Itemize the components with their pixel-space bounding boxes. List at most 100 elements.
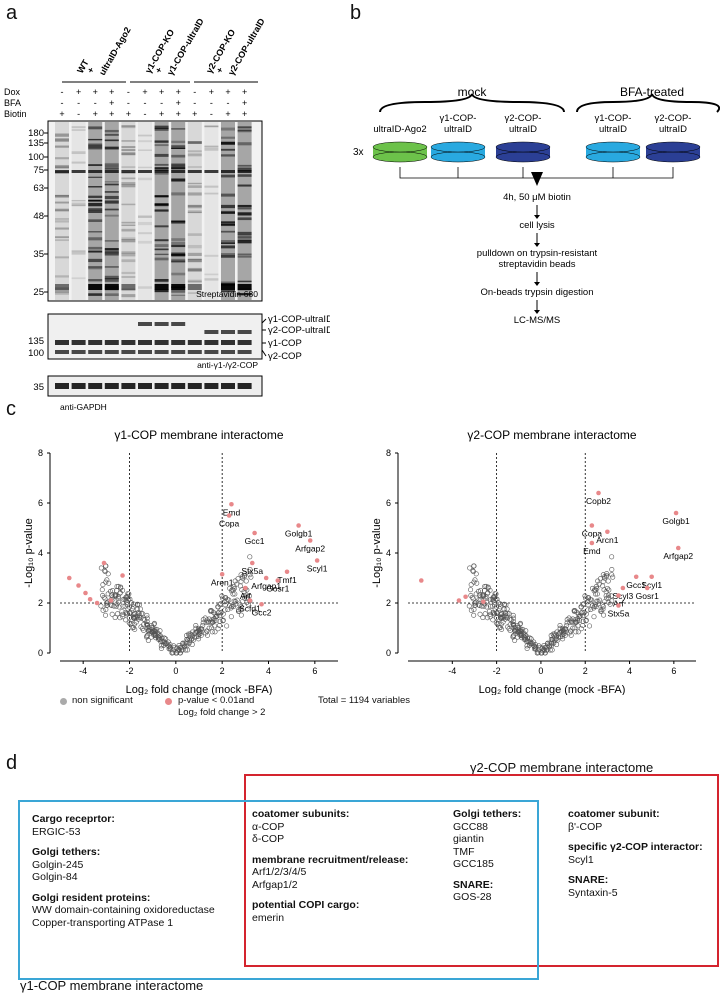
treatment-sign: - [61, 87, 64, 97]
point-nonsig [144, 615, 150, 621]
x-tick-label: 6 [312, 666, 317, 676]
point-nonsig [106, 580, 112, 586]
point-label: Stx5a [608, 609, 630, 619]
svg-text:+: + [85, 65, 96, 75]
point-nonsig [126, 620, 132, 626]
point-nonsig [580, 618, 586, 624]
disk-label: ultraID [659, 124, 687, 135]
point-nonsig [102, 596, 108, 602]
group-label-ago2: ultraID-Ago2 [97, 25, 133, 77]
treatment-sign: + [176, 109, 181, 119]
point-sig-labeled [247, 598, 253, 603]
point-nonsig [493, 620, 499, 626]
point-nonsig [244, 592, 250, 598]
treatment-sign: - [193, 98, 196, 108]
x-tick-label: -2 [125, 666, 133, 676]
point-nonsig [604, 585, 610, 591]
mw-marker: 63 [33, 183, 44, 194]
point-sig [94, 600, 100, 606]
disk-label: ultraID [599, 124, 627, 135]
point-nonsig [499, 626, 505, 632]
y-tick-label: 0 [38, 648, 43, 658]
treat-label-biotin: Biotin [4, 109, 27, 119]
point-nonsig [103, 606, 109, 612]
treatment-sign: + [109, 87, 114, 97]
band-label-g1: γ1-COP [268, 338, 302, 349]
point-nonsig [487, 614, 493, 620]
point-nonsig [105, 571, 111, 577]
treatment-sign: - [210, 98, 213, 108]
point-nonsig [102, 569, 108, 575]
point-nonsig [134, 606, 140, 612]
venn-heading: coatomer subunit: [568, 808, 660, 820]
volcano-plot-g1: γ1-COP membrane interactome 0 2 4 6 8 -4 -2 0 2 4 6… [23, 428, 338, 695]
point-nonsig [596, 581, 602, 587]
point-nonsig [193, 625, 199, 631]
point-nonsig [485, 590, 491, 596]
point-nonsig [103, 579, 109, 585]
point-nonsig [468, 587, 474, 593]
disk-label: γ1-COP- [440, 113, 477, 124]
point-nonsig [186, 640, 192, 646]
point-nonsig [165, 639, 171, 645]
point-nonsig [583, 617, 589, 623]
workflow-diagram: mock BFA-treated 3x ultraID-Ago2 γ1-COP-u… [353, 85, 720, 326]
replicates-label: 3x [353, 147, 364, 158]
point-label: Gosr1 [636, 591, 659, 601]
point-nonsig [476, 602, 482, 608]
venn-item: emerin [252, 911, 285, 924]
point-nonsig [527, 639, 533, 645]
point-nonsig [503, 602, 509, 608]
point-nonsig [181, 643, 187, 649]
point-nonsig [472, 600, 478, 606]
point-nonsig [104, 577, 110, 583]
point-nonsig [524, 643, 530, 649]
venn-item: Golgin-245 [32, 858, 84, 871]
point-nonsig [525, 635, 531, 641]
point-label: Scyl1 [307, 564, 328, 574]
point-nonsig [597, 576, 603, 582]
point-nonsig [580, 613, 586, 619]
y-tick-label: 4 [386, 548, 391, 558]
blot2-caption: anti-γ1-/γ2-COP [197, 360, 258, 370]
venn-item: Arfgap1/2 [252, 878, 298, 891]
venn-item: α-COP [252, 820, 285, 833]
point-nonsig [227, 603, 233, 609]
point-nonsig [132, 626, 138, 632]
point-nonsig [105, 591, 111, 597]
point-nonsig [219, 593, 225, 599]
point-sig [87, 596, 93, 602]
point-nonsig [490, 617, 496, 623]
point-sig-labeled [589, 523, 595, 528]
point-sig-labeled [307, 538, 313, 543]
point-nonsig [587, 597, 593, 603]
disk-label: ultraID-Ago2 [373, 124, 426, 135]
x-tick-label: 4 [266, 666, 271, 676]
point-sig-labeled [249, 560, 255, 566]
svg-text:+: + [214, 65, 225, 75]
point-nonsig [472, 577, 478, 583]
point-nonsig [600, 606, 606, 612]
point-nonsig [510, 621, 516, 627]
disk-label: γ1-COP- [595, 113, 632, 124]
point-nonsig [98, 603, 104, 609]
treatment-sign: - [144, 98, 147, 108]
point-nonsig [511, 621, 517, 627]
point-sig-labeled [616, 603, 621, 608]
point-nonsig [204, 632, 210, 638]
treatment-sign: + [225, 87, 230, 97]
point-nonsig [555, 637, 561, 643]
venn-heading: Cargo receprtor: [32, 813, 115, 825]
point-nonsig [571, 609, 577, 615]
point-nonsig [501, 606, 507, 612]
treatment-sign: + [109, 98, 114, 108]
point-sig [456, 598, 462, 603]
point-nonsig [486, 609, 492, 615]
point-sig [418, 578, 424, 583]
point-nonsig [176, 642, 182, 648]
point-nonsig [579, 609, 585, 615]
venn-heading: specific γ2-COP interactor: [568, 841, 703, 853]
venn-item: GCC185 [453, 858, 494, 870]
point-nonsig [494, 610, 500, 616]
svg-text:100: 100 [28, 348, 44, 359]
